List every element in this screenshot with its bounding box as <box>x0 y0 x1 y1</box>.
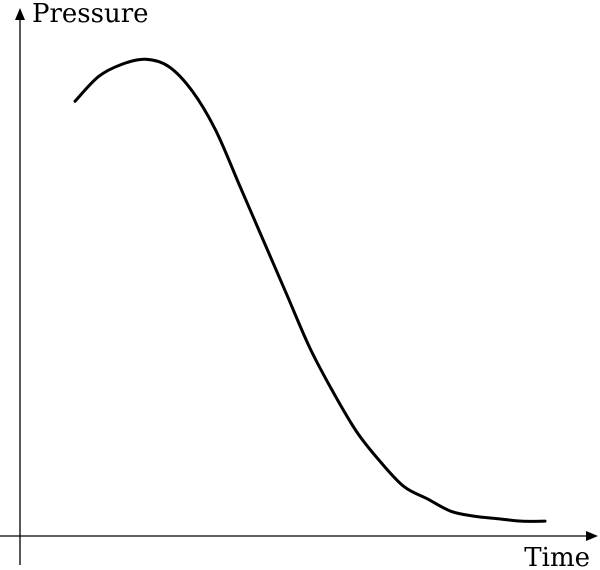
y-axis-label: Pressure <box>32 0 149 29</box>
x-axis-label: Time <box>524 543 590 570</box>
pressure-curve <box>73 57 547 523</box>
x-axis-arrow <box>586 531 598 541</box>
y-axis-arrow <box>15 8 25 20</box>
